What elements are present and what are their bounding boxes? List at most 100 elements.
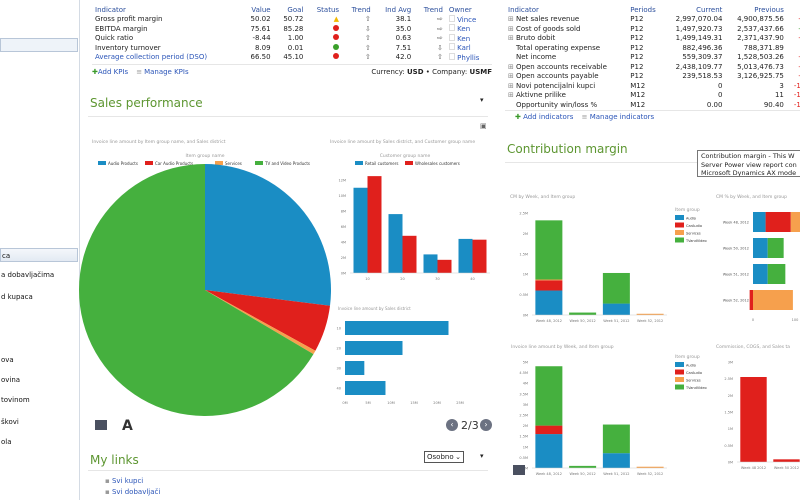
x-tick-label: 20 [400, 277, 404, 281]
legend-swatch [675, 384, 684, 390]
owner-link[interactable]: Ken [457, 25, 471, 34]
links-filter-select[interactable]: Osobno ⌄ [424, 451, 464, 463]
expand-icon[interactable]: ⊞ [508, 15, 514, 24]
column-header[interactable]: Value [251, 5, 271, 14]
indicator-row[interactable]: ⊞ Net sales revenue P12 2,997,070.04 4,90… [505, 15, 800, 25]
bar [472, 239, 487, 273]
expand-icon[interactable]: ⊞ [508, 81, 514, 90]
trend-icon: ⇧ [437, 53, 443, 62]
contribution-margin-title: Contribution margin [507, 142, 628, 156]
add-icon: ✚ [515, 112, 521, 121]
chart-title: CM by Week, and Item group [510, 194, 575, 200]
sidebar-item[interactable]: ova [1, 356, 14, 364]
column-header[interactable]: Status [316, 5, 340, 14]
column-header[interactable]: Ind Avg [385, 5, 412, 14]
kpi-row[interactable]: Quick ratio -8.44 1.00 ⇧ 0.63 ⇨ Ken [92, 33, 492, 44]
expand-icon[interactable]: ⊞ [508, 24, 514, 33]
manage-indicators-link[interactable]: Manage indicators [589, 112, 655, 121]
status-icon: ▲ [333, 15, 340, 24]
table-view-icon[interactable] [95, 420, 107, 430]
expand-icon[interactable]: ⊞ [508, 91, 514, 100]
sidebar-item[interactable]: ola [1, 438, 12, 446]
section-menu-icon[interactable]: ▾ [480, 96, 484, 104]
kpi-row[interactable]: Average collection period (DSO) 66.50 45… [92, 52, 492, 63]
link-item[interactable]: Svi kupci [111, 477, 144, 485]
bullet-icon: ▪ [105, 488, 112, 496]
section-menu-icon[interactable]: ▾ [480, 452, 484, 460]
link-item[interactable]: Svi dobavljači [111, 488, 161, 496]
checkbox[interactable] [448, 24, 455, 32]
column-header[interactable]: Owner [448, 5, 472, 14]
y-tick-label: 12M [339, 179, 346, 183]
y-tick-label: 2M [341, 256, 346, 260]
bar [773, 459, 800, 462]
prev-page-icon[interactable]: ‹ [446, 419, 458, 431]
add-indicators-link[interactable]: Add indicators [523, 112, 574, 121]
column-header[interactable]: Goal [287, 5, 304, 14]
checkbox[interactable] [448, 33, 455, 41]
table-view-icon[interactable] [513, 465, 525, 475]
sidebar-item[interactable]: tovinom [1, 396, 30, 404]
column-header[interactable]: Periods [630, 5, 656, 14]
indicator-row[interactable]: ⊞ Bruto dobit P12 1,499,149.31 2,371,437.… [505, 34, 800, 44]
goal: 50.72 [283, 15, 304, 24]
manage-kpis-link[interactable]: Manage KPIs [144, 68, 189, 76]
sidebar-item[interactable]: a dobavljačima [1, 271, 55, 279]
indicator-row[interactable]: Net income P12 559,309.37 1,528,503.26 -… [505, 53, 800, 63]
column-header[interactable]: Trend [423, 5, 443, 14]
sidebar-selected-top[interactable] [0, 38, 78, 52]
y-tick-label: 2M [523, 232, 528, 236]
column-header[interactable]: Indicator [95, 5, 126, 14]
owner-link[interactable]: Vince [457, 15, 477, 24]
previous: 788,371.89 [743, 43, 784, 52]
checkbox[interactable] [448, 14, 455, 22]
column-header[interactable]: Indicator [508, 5, 539, 14]
legend-title: Item group [675, 354, 700, 360]
indicators-panel: IndicatorPeriodsCurrentPreviousCh ⊞Net s… [505, 5, 800, 121]
column-header[interactable]: Previous [754, 5, 784, 14]
y-tick-label: 40 [337, 387, 341, 391]
indicator-row[interactable]: ⊞Novi potencijalni kupci M12 0 3 -100. [505, 81, 800, 91]
x-tick-label: 15M [410, 401, 417, 405]
previous: 2,537,437.66 [737, 24, 784, 33]
indicator-row[interactable]: ⊞Aktivne prilike M12 0 11 -100. [505, 91, 800, 101]
indicator-name: Open accounts receivable [516, 62, 607, 71]
currency-value: USD [406, 68, 424, 76]
owner-link[interactable]: Ken [457, 34, 471, 43]
add-kpis-link[interactable]: Add KPIs [97, 68, 129, 76]
sidebar-item[interactable]: škovi [1, 418, 19, 426]
indicator-name: Gross profit margin [95, 15, 163, 24]
expand-icon[interactable]: ⊞ [508, 34, 514, 43]
legend-label: Retail customers [365, 161, 399, 166]
expand-icon[interactable]: ⊞ [508, 62, 514, 71]
bar [458, 238, 473, 273]
indicator-row[interactable]: ⊞ Cost of goods sold P12 1,497,920.73 2,5… [505, 24, 800, 34]
owner-link[interactable]: Karl [457, 44, 471, 53]
indicator-name[interactable]: Average collection period (DSO) [95, 53, 208, 62]
next-page-icon[interactable]: › [480, 419, 492, 431]
indicator-row[interactable]: Opportunity win/loss % M12 0.00 90.40 -1… [505, 100, 800, 110]
checkbox[interactable] [448, 52, 455, 60]
kpi-row[interactable]: EBITDA margin 75.61 85.28 ⇩ 35.0 ⇨ Ken [92, 24, 492, 34]
sidebar-item[interactable]: ca [0, 248, 78, 262]
column-header[interactable]: Trend [351, 5, 371, 14]
indicator-row[interactable]: Total operating expense P12 882,496.36 7… [505, 43, 800, 53]
indicators-table: IndicatorPeriodsCurrentPreviousCh ⊞Net s… [505, 5, 800, 110]
indicator-row[interactable]: ⊞ Open accounts payable P12 239,518.53 3,… [505, 72, 800, 82]
column-header[interactable]: Current [696, 5, 723, 14]
sidebar-item[interactable]: ovina [1, 376, 21, 384]
sidebar-item[interactable]: d kupaca [1, 293, 33, 301]
period: P12 [630, 53, 644, 62]
owner-link[interactable]: Phyllis [457, 53, 480, 62]
export-icon[interactable]: ▣ [480, 122, 487, 130]
checkbox[interactable] [448, 43, 455, 51]
y-tick-label: 1.5M [724, 411, 733, 415]
format-icon[interactable]: A [122, 418, 133, 434]
expand-icon[interactable]: ⊞ [508, 72, 514, 81]
change: -100. [793, 91, 800, 100]
bar-segment [535, 280, 563, 291]
indicator-row[interactable]: ⊞ Open accounts receivable P12 2,438,109.… [505, 62, 800, 72]
kpi-row[interactable]: Gross profit margin 50.02 50.72 ▲ ⇧ 38.1… [92, 14, 492, 25]
value: 66.50 [250, 53, 271, 62]
kpi-row[interactable]: Inventory turnover 8.09 0.01 ⇧ 7.51 ⇩ Ka… [92, 43, 492, 53]
